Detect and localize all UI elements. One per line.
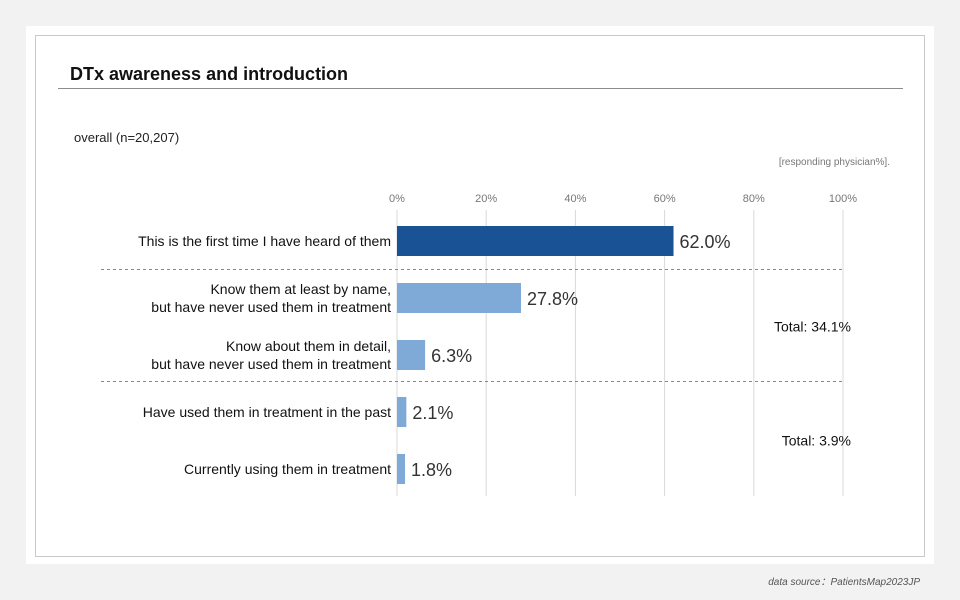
category-label: but have never used them in treatment [151, 356, 391, 372]
value-label: 27.8% [527, 289, 578, 309]
value-label: 2.1% [412, 403, 453, 423]
title-divider [58, 88, 903, 89]
category-label: Have used them in treatment in the past [143, 404, 391, 420]
x-tick-label: 60% [654, 193, 676, 205]
value-label: 6.3% [431, 346, 472, 366]
bar-3 [397, 340, 426, 370]
x-tick-label: 40% [564, 193, 586, 205]
x-tick-label: 20% [475, 193, 497, 205]
chart-title: DTx awareness and introduction [70, 64, 349, 84]
group-total-label: Total: 3.9% [782, 433, 851, 449]
x-tick-label: 0% [389, 193, 405, 205]
bar-2 [397, 283, 521, 313]
group-total-label: Total: 34.1% [774, 319, 851, 335]
category-label: Currently using them in treatment [184, 461, 391, 477]
category-label: Know them at least by name, [210, 281, 391, 297]
x-tick-label: 100% [829, 193, 857, 205]
category-label: This is the first time I have heard of t… [138, 233, 391, 249]
sample-size-label: overall (n=20,207) [74, 130, 180, 145]
category-label: but have never used them in treatment [151, 299, 391, 315]
data-source-footer: data source：PatientsMap2023JP [768, 577, 920, 588]
unit-note: [responding physician%]. [778, 157, 890, 168]
value-label: 1.8% [411, 460, 452, 480]
bar-1 [397, 226, 674, 256]
category-label: Know about them in detail, [226, 338, 391, 354]
bar-5 [397, 454, 406, 484]
x-tick-label: 80% [743, 193, 765, 205]
value-label: 62.0% [680, 232, 731, 252]
bar-4 [397, 397, 407, 427]
